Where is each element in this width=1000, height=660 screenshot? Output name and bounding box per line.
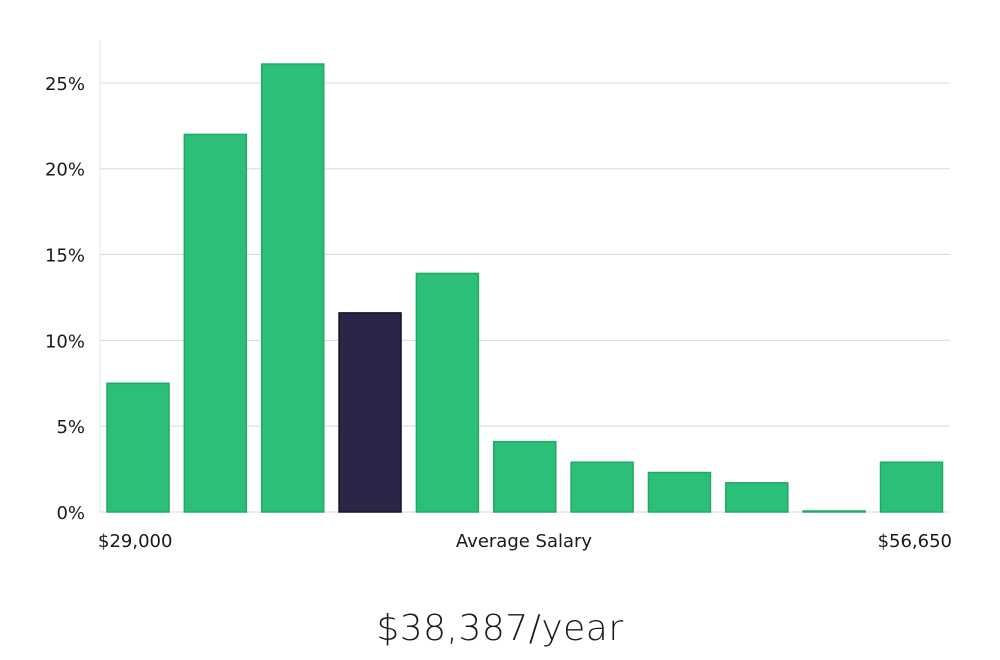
y-tick-label: 20% (45, 160, 85, 181)
bar-highlighted (338, 312, 402, 513)
bar (879, 461, 944, 513)
x-min-label: $29,000 (98, 531, 172, 552)
bar (106, 382, 170, 513)
average-salary-value: $38,387/year (376, 608, 624, 649)
bar (647, 471, 712, 513)
y-tick-label: 10% (45, 331, 85, 352)
bars (106, 63, 944, 513)
x-axis-label: Average Salary (456, 531, 593, 552)
y-tick-label: 15% (45, 246, 85, 267)
bar (415, 272, 480, 513)
y-tick-label: 25% (45, 74, 85, 95)
y-axis-ticks: 0% 5% 10% 15% 20% 25% (45, 74, 85, 524)
y-tick-label: 5% (56, 417, 85, 438)
bar (725, 482, 789, 513)
bar (260, 63, 325, 513)
bar (570, 461, 634, 513)
x-max-label: $56,650 (878, 531, 952, 552)
bar (802, 510, 866, 513)
bar (183, 133, 248, 513)
salary-histogram-chart: 0%5%10%15%20%25% $29,000 Average Salary … (45, 40, 952, 552)
y-tick-label: 0% (56, 503, 85, 524)
bar (493, 440, 557, 513)
